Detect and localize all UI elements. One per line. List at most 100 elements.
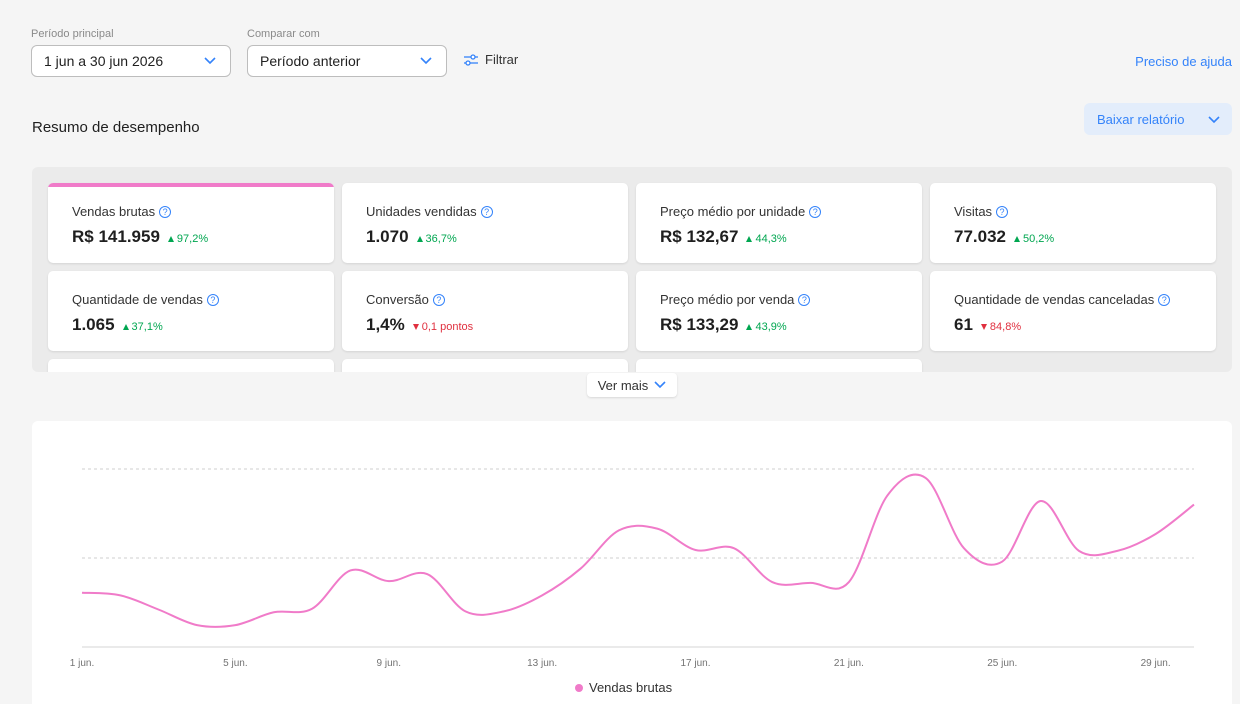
data-point [424,571,430,577]
data-point [156,607,162,613]
help-link[interactable]: Preciso de ajuda [1135,54,1232,69]
metric-card-avg-price-sale[interactable]: Preço médio por venda? R$ 133,29 43,9% [636,271,922,351]
download-report-label: Baixar relatório [1097,111,1185,127]
sales-chart-panel: 1 jun. 5 jun. 9 jun. 13 jun. 17 jun. 21 jun. 2… [32,421,1232,704]
metric-value: R$ 141.959 [72,227,160,246]
metric-value: 77.032 [954,227,1006,246]
metric-delta: 37,1% [122,321,163,333]
data-point [1114,548,1120,554]
arrow-down-icon [980,324,987,330]
metric-delta: 44,3% [746,233,787,245]
primary-period-select[interactable]: 1 jun a 30 jun 2026 [31,45,231,77]
help-icon[interactable]: ? [798,293,811,306]
metric-card-visits[interactable]: Visitas? 77.032 50,2% [930,183,1216,263]
metric-label: Vendas brutas [72,204,156,219]
arrow-up-icon [1014,236,1020,242]
chart-legend[interactable]: Vendas brutas [575,680,672,695]
metric-label: Quantidade de vendas [72,292,203,307]
metric-card-hidden [48,359,334,372]
download-report-button[interactable]: Baixar relatório [1084,103,1232,135]
data-point [386,578,392,584]
see-more-button[interactable]: Ver mais [587,373,677,397]
help-icon[interactable]: ? [1158,293,1171,306]
arrow-up-icon [746,236,753,242]
metric-card-gross-sales[interactable]: Vendas brutas? R$ 141.959 97,2% [48,183,334,263]
help-icon[interactable]: ? [480,205,493,218]
data-point [1153,531,1159,537]
compare-select[interactable]: Período anterior [247,45,447,77]
metric-label: Visitas [954,204,993,219]
metric-card-conversion[interactable]: Conversão? 1,4% 0,1 pontos [342,271,628,351]
metric-delta: 97,2% [167,233,209,245]
metric-delta-value: 50,2% [1023,233,1055,245]
data-point [117,592,123,598]
metric-card-sales-count[interactable]: Quantidade de vendas? 1.065 37,1% [48,271,334,351]
compare-label: Comparar com [247,28,320,40]
metric-delta: 84,8% [980,321,1021,333]
x-tick-label: 9 jun. [377,658,401,669]
data-point [462,608,468,614]
metric-label: Unidades vendidas [366,204,477,219]
data-point [1191,502,1197,508]
arrow-up-icon [746,324,753,330]
chevron-down-icon [204,57,216,65]
chevron-down-icon [420,57,432,65]
filter-button[interactable]: Filtrar [463,52,518,67]
metric-value: 1.070 [366,227,409,246]
data-point [769,579,775,585]
metric-delta: 43,9% [746,321,787,333]
metric-value: 1.065 [72,315,115,334]
data-point [501,608,507,614]
data-point [577,566,583,572]
help-icon[interactable]: ? [996,205,1009,218]
help-icon[interactable]: ? [432,293,445,306]
metric-card-hidden [636,359,922,372]
data-point [194,622,200,628]
metric-delta-value: 44,3% [755,233,787,245]
data-point [693,547,699,553]
metric-delta: 0,1 pontos [412,321,474,333]
metric-value: R$ 132,67 [660,227,739,246]
x-tick-label: 13 jun. [527,658,557,669]
metric-label: Conversão [366,292,429,307]
x-tick-label: 17 jun. [681,658,711,669]
metric-card-units-sold[interactable]: Unidades vendidas? 1.070 36,7% [342,183,628,263]
metric-delta-value: 37,1% [131,321,163,333]
data-point [1038,498,1044,504]
legend-label: Vendas brutas [589,680,673,695]
data-point [654,526,660,532]
arrow-up-icon [167,236,174,242]
metric-delta-value: 43,9% [755,321,787,333]
metrics-panel: Vendas brutas? R$ 141.959 97,2% Unidades … [32,167,1232,372]
chevron-down-icon [1208,116,1220,124]
x-tick-label: 1 jun. [70,658,94,669]
metric-delta-value: 97,2% [176,233,209,245]
metric-delta-value: 0,1 pontos [421,321,474,333]
data-point [271,609,277,615]
metric-card-cancelled-sales[interactable]: Quantidade de vendas canceladas? 61 84,8% [930,271,1216,351]
data-point [999,559,1005,565]
see-more-label: Ver mais [597,377,649,393]
data-point [232,622,238,628]
data-point [808,580,814,586]
sales-line-chart[interactable]: 1 jun. 5 jun. 9 jun. 13 jun. 17 jun. 21 jun. 2… [32,421,1232,704]
help-icon[interactable]: ? [809,205,822,218]
help-icon[interactable]: ? [159,205,172,218]
primary-period-value: 1 jun a 30 jun 2026 [44,53,164,69]
data-point [961,545,967,551]
x-tick-label: 29 jun. [1141,658,1171,669]
arrow-up-icon [416,236,423,242]
arrow-down-icon [412,324,419,330]
metric-value: 1,4% [366,315,405,334]
x-tick-label: 21 jun. [834,658,864,669]
metric-value: R$ 133,29 [660,315,739,334]
data-point [347,567,353,573]
metric-card-hidden [342,359,628,372]
metric-card-avg-price-unit[interactable]: Preço médio por unidade? R$ 132,67 44,3% [636,183,922,263]
data-point [539,592,545,598]
arrow-up-icon [122,324,129,330]
data-point [923,475,929,481]
help-icon[interactable]: ? [206,293,219,306]
metric-delta-value: 36,7% [425,233,457,245]
metric-delta: 36,7% [416,233,457,245]
